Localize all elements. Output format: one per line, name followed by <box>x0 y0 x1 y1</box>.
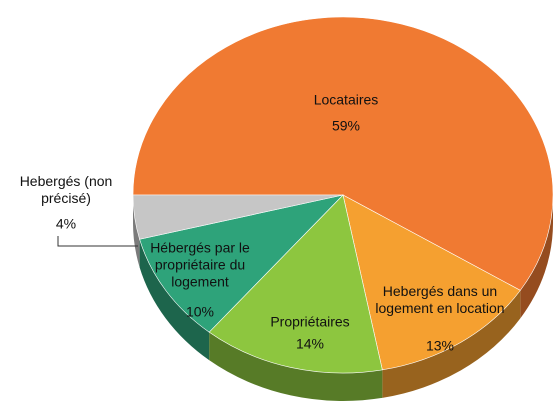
slice-label: Propriétaires <box>270 313 350 330</box>
value-label: 13% <box>425 337 455 354</box>
slice-label: Hebergés (non précisé) <box>19 173 113 206</box>
pie-side <box>133 195 140 268</box>
pie-slice <box>342 194 521 371</box>
value-label: 59% <box>331 117 361 134</box>
leader-line <box>57 236 138 247</box>
pie-side <box>139 239 210 361</box>
pie-side <box>209 332 383 402</box>
pie-slice <box>132 194 344 240</box>
pie-side <box>520 195 553 319</box>
slice-label: Hébergés par le propriétaire du logement <box>150 239 250 290</box>
value-label: 4% <box>55 215 77 232</box>
pie-slice <box>208 194 383 374</box>
value-label: 14% <box>295 335 325 352</box>
slice-label: Hebergés dans un logement en location <box>375 283 505 316</box>
slice-label: Locataires <box>313 91 379 108</box>
value-label: 10% <box>185 303 215 320</box>
pie <box>132 16 553 402</box>
pie-side <box>382 290 521 398</box>
pie-slice <box>139 194 344 333</box>
